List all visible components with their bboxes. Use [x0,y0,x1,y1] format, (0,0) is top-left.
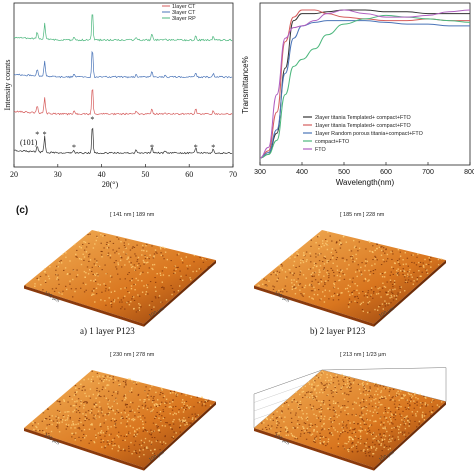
transmittance-x-tick-label: 500 [338,169,350,176]
xrd-peak-marker: * [194,143,198,152]
transmittance-legend-entry: 1layer titania Templated+ compact+FTO [315,123,411,129]
afm-surface [254,370,446,468]
xrd-chart-panel: 20 30 40 50 60 70 * * * * * * * 1layer CT 3layer CT 3… [0,0,237,190]
xrd-peak-label: (101) [20,138,38,147]
transmittance-legend-entry: 1layer Random porous titania+compact+FTO [315,131,423,137]
afm-surface [24,370,216,468]
transmittance-legend-entry: compact+FTO [315,139,349,145]
transmittance-series-line-2 [259,20,470,159]
transmittance-x-tick-label: 400 [296,169,308,176]
afm-image-2: [ 230 nm ] 278 nm 100 μm 100 μm [20,350,220,474]
afm-texture [261,371,443,458]
afm-height-scale-label: [ 141 nm ] 189 nm [110,212,155,218]
afm-texture [31,370,212,458]
xrd-legend-entry: 3layer RP [172,16,196,22]
transmittance-x-tick-label: 800 [464,169,474,176]
afm-panel-label: (c) [16,205,29,216]
xrd-x-tick-label: 60 [185,170,193,179]
transmittance-chart: 300 400 500 600 700 800 2layer titania Templa… [241,2,474,187]
transmittance-y-axis-label: Transmittance% [241,56,250,114]
afm-image-1: [ 185 nm ] 228 nm 100 μm 100 μm b) 2 layer … [250,210,450,336]
transmittance-x-tick-label: 700 [422,169,434,176]
xrd-series-line-2 [13,89,233,116]
xrd-x-tick-label: 70 [229,170,237,179]
xrd-peak-marker: * [150,143,154,152]
afm-surface [254,230,446,324]
transmittance-x-tick-label: 300 [254,169,266,176]
xrd-peak-marker: * [211,143,215,152]
afm-surface [24,230,216,324]
afm-image-0: [ 141 nm ] 189 nm 100 μm 100 μm a) 1 layer … [20,210,220,336]
afm-height-scale-label: [ 213 nm ] 1/23 μm [340,352,386,358]
transmittance-plot-frame [259,2,471,166]
afm-caption: a) 1 layer P123 [80,326,135,336]
xrd-series-line-3 [13,127,233,155]
transmittance-x-tick-label: 600 [380,169,392,176]
transmittance-legend-entry: FTO [315,147,326,153]
xrd-plot-frame [13,2,234,168]
xrd-peak-marker: * [43,130,47,139]
afm-height-scale-label: [ 230 nm ] 278 nm [110,352,155,358]
afm-texture [257,231,443,314]
xrd-x-tick-label: 20 [10,170,18,179]
xrd-x-tick-label: 40 [98,170,106,179]
afm-image-3: [ 213 nm ] 1/23 μm 100 μm 100 μm [250,350,450,474]
transmittance-series-line-3 [259,14,471,159]
xrd-series-line-0 [13,14,233,42]
afm-height-scale-label: [ 185 nm ] 228 nm [340,212,385,218]
xrd-legend-entry: 3layer CT [172,10,196,16]
xrd-peak-marker: * [90,115,94,124]
transmittance-legend-entry: 2layer titania Templated+ compact+FTO [315,115,411,121]
xrd-x-axis-label: 2θ(°) [102,180,119,189]
transmittance-x-axis-label: Wavelength(nm) [336,178,395,187]
xrd-x-tick-label: 30 [54,170,62,179]
xrd-legend-entry: 1layer CT [172,4,196,10]
xrd-y-axis-label: Intensity counts [3,60,12,111]
xrd-series-line-1 [13,50,233,79]
transmittance-series-line-4 [259,9,471,159]
transmittance-chart-panel: 300 400 500 600 700 800 2layer titania Templa… [237,0,474,190]
xrd-peak-marker: * [72,143,76,152]
afm-texture [24,230,209,313]
afm-caption: b) 2 layer P123 [310,326,366,336]
xrd-x-tick-label: 50 [141,170,149,179]
xrd-peak-marker: * [35,130,39,139]
